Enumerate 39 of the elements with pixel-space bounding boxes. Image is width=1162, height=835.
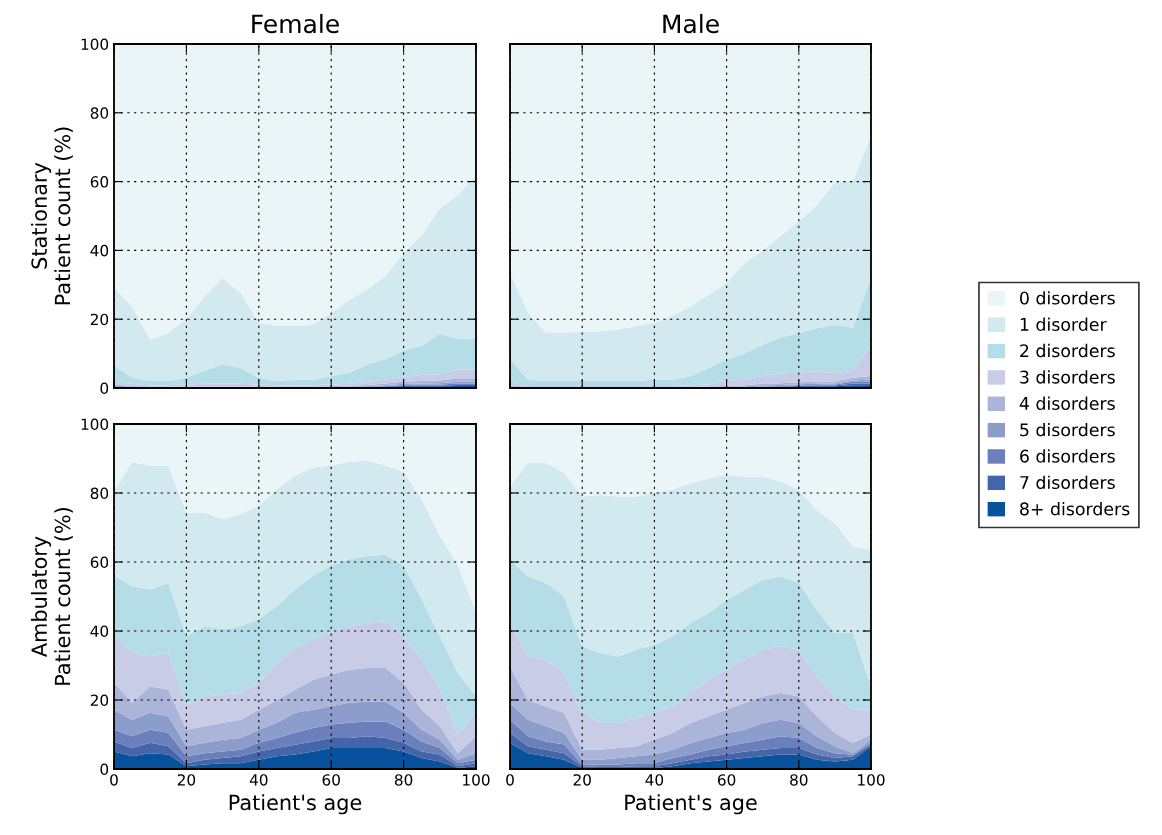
legend-label: 8+ disorders — [1020, 501, 1130, 516]
y-tick-label: 80 — [90, 487, 109, 500]
y-axis-title: Ambulatory Patient count (%) — [30, 507, 73, 685]
y-tick-label: 40 — [90, 244, 109, 257]
x-axis-title: Patient's age — [229, 794, 362, 815]
legend-label: 4 disorders — [1019, 396, 1115, 411]
y-tick-label: 20 — [90, 313, 109, 326]
y-tick-label: 0 — [100, 763, 109, 776]
y-tick-label: 0 — [100, 382, 109, 395]
x-tick-label: 100 — [463, 774, 490, 786]
x-axis-title: Patient's age — [625, 794, 757, 815]
y-tick-label: 100 — [81, 418, 109, 431]
legend-label: 1 disorder — [1020, 317, 1107, 331]
chart-title: Male — [663, 13, 719, 34]
legend-label: 0 disorders — [1020, 291, 1115, 305]
chart-title: Female — [252, 13, 339, 34]
legend-label: 2 disorders — [1020, 343, 1115, 358]
legend-label: 3 disorders — [1020, 370, 1115, 384]
x-tick-label: 100 — [858, 774, 885, 786]
legend-label: 5 disorders — [1020, 422, 1115, 437]
legend-label: 6 disorders — [1020, 449, 1115, 463]
x-tick-label: 20 — [177, 774, 196, 786]
y-tick-label: 60 — [90, 556, 109, 569]
x-tick-label: 60 — [322, 774, 340, 786]
legend-label: 7 disorders — [1020, 475, 1115, 490]
y-tick-label: 40 — [90, 625, 109, 638]
y-tick-label: 80 — [90, 107, 109, 119]
x-tick-label: 80 — [394, 774, 413, 786]
x-tick-label: 80 — [790, 774, 808, 786]
x-tick-label: 40 — [645, 774, 664, 786]
y-tick-label: 20 — [90, 694, 109, 707]
x-tick-label: 0 — [506, 774, 514, 786]
y-tick-label: 60 — [90, 176, 109, 188]
y-tick-label: 100 — [81, 38, 109, 51]
x-tick-label: 40 — [249, 774, 268, 786]
y-axis-title: Stationary Patient count (%) — [30, 127, 73, 305]
x-tick-label: 60 — [717, 774, 736, 786]
x-tick-label: 20 — [573, 774, 591, 786]
x-tick-label: 0 — [110, 774, 118, 786]
